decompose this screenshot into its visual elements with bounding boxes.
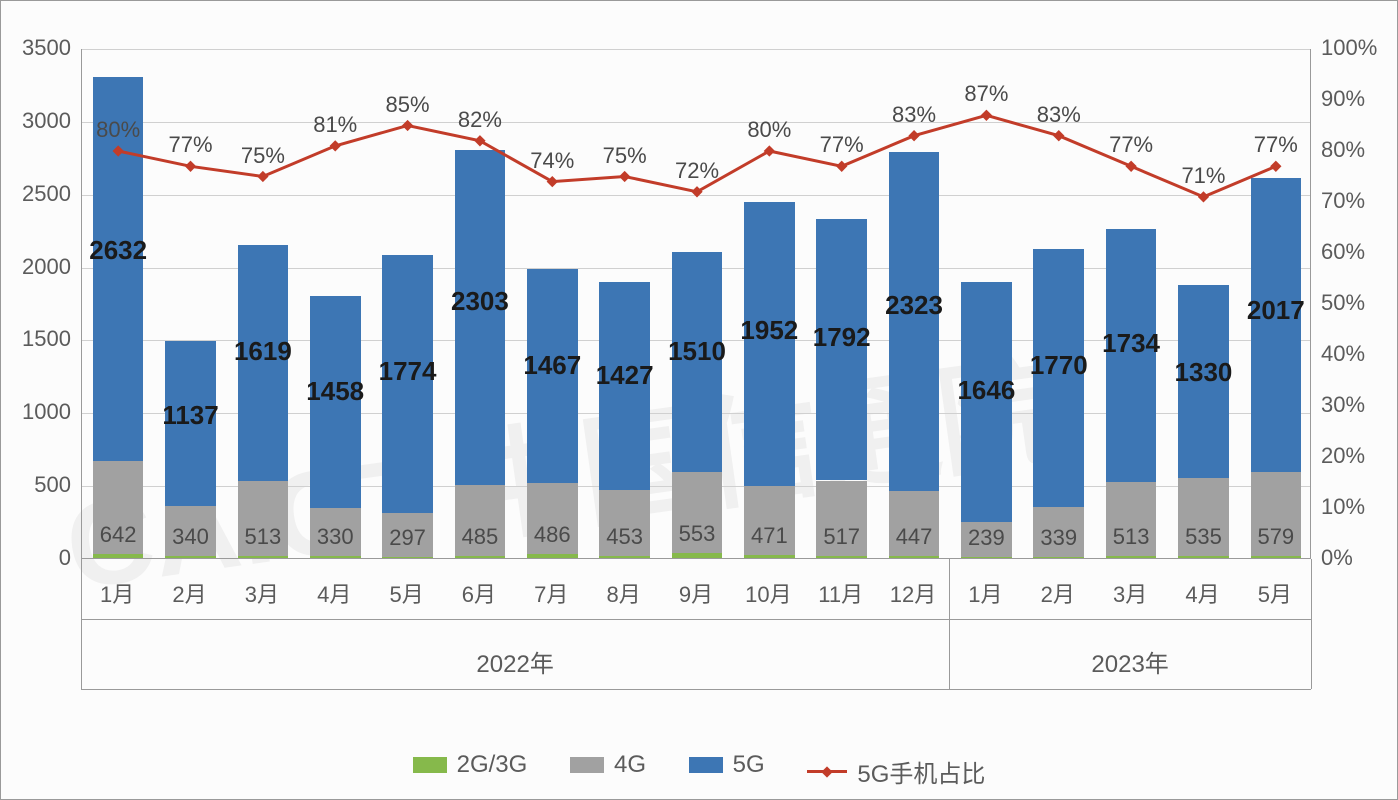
y-right-tick-label: 80% bbox=[1321, 137, 1365, 163]
legend-label-5g: 5G bbox=[733, 751, 765, 779]
plot-area: 642263280%340113777%513161975%330145881%… bbox=[81, 49, 1311, 559]
x-category-label: 11月 bbox=[805, 577, 877, 609]
y-left-tick-label: 1500 bbox=[11, 326, 71, 352]
legend-swatch-5g bbox=[689, 757, 723, 773]
line-5g-ratio bbox=[82, 49, 1312, 559]
x-category-label: 5月 bbox=[370, 577, 442, 609]
chart-container: CAICT 中国信通院 642263280%340113777%51316197… bbox=[0, 0, 1398, 800]
y-right-tick-label: 70% bbox=[1321, 188, 1365, 214]
y-left-tick-label: 1000 bbox=[11, 399, 71, 425]
y-right-tick-label: 10% bbox=[1321, 494, 1365, 520]
x-category-label: 4月 bbox=[298, 577, 370, 609]
legend-label-2g3g: 2G/3G bbox=[457, 751, 528, 779]
y-right-tick-label: 60% bbox=[1321, 239, 1365, 265]
year-group-label: 2022年 bbox=[81, 644, 949, 679]
year-group-border bbox=[1311, 559, 1312, 689]
legend-item-2g3g: 2G/3G bbox=[413, 751, 528, 779]
y-right-tick-label: 30% bbox=[1321, 392, 1365, 418]
y-left-tick-label: 2500 bbox=[11, 181, 71, 207]
legend-item-4g: 4G bbox=[570, 751, 646, 779]
y-right-tick-label: 90% bbox=[1321, 86, 1365, 112]
x-category-label: 9月 bbox=[660, 577, 732, 609]
legend-swatch-4g bbox=[570, 757, 604, 773]
y-left-tick-label: 500 bbox=[11, 472, 71, 498]
legend-label-4g: 4G bbox=[614, 751, 646, 779]
x-category-label: 8月 bbox=[587, 577, 659, 609]
legend-item-line: 5G手机占比 bbox=[807, 754, 985, 789]
y-left-tick-label: 3000 bbox=[11, 108, 71, 134]
x-category-label: 2月 bbox=[153, 577, 225, 609]
x-category-label: 3月 bbox=[226, 577, 298, 609]
y-left-tick-label: 0 bbox=[11, 545, 71, 571]
y-right-tick-label: 100% bbox=[1321, 35, 1377, 61]
legend-swatch-2g3g bbox=[413, 757, 447, 773]
x-category-label: 12月 bbox=[877, 577, 949, 609]
y-left-tick-label: 3500 bbox=[11, 35, 71, 61]
year-row-bottom-border bbox=[81, 689, 1311, 690]
y-left-tick-label: 2000 bbox=[11, 254, 71, 280]
legend-item-5g: 5G bbox=[689, 751, 765, 779]
legend-swatch-line bbox=[807, 770, 847, 773]
y-right-tick-label: 50% bbox=[1321, 290, 1365, 316]
category-row-bottom-border bbox=[81, 619, 1311, 620]
x-category-label: 10月 bbox=[732, 577, 804, 609]
y-right-tick-label: 20% bbox=[1321, 443, 1365, 469]
x-category-label: 6月 bbox=[443, 577, 515, 609]
year-group-label: 2023年 bbox=[949, 644, 1311, 679]
y-right-tick-label: 0% bbox=[1321, 545, 1353, 571]
legend-label-line: 5G手机占比 bbox=[857, 754, 985, 789]
x-category-label: 4月 bbox=[1166, 577, 1238, 609]
x-category-label: 5月 bbox=[1239, 577, 1311, 609]
x-category-label: 3月 bbox=[1094, 577, 1166, 609]
x-category-label: 1月 bbox=[81, 577, 153, 609]
x-category-label: 7月 bbox=[515, 577, 587, 609]
x-category-label: 2月 bbox=[1022, 577, 1094, 609]
y-right-tick-label: 40% bbox=[1321, 341, 1365, 367]
legend: 2G/3G 4G 5G 5G手机占比 bbox=[1, 751, 1397, 789]
x-category-label: 1月 bbox=[949, 577, 1021, 609]
